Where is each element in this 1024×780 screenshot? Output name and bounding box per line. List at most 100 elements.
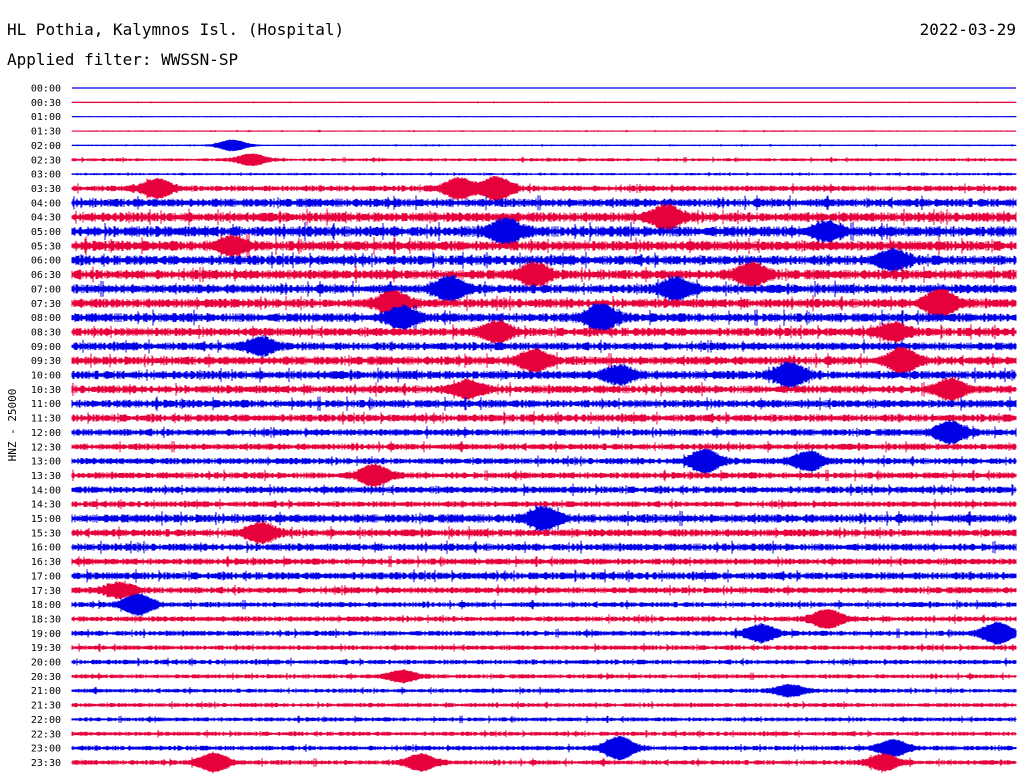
row-time-label: 09:00 [31,342,61,353]
seismic-trace [71,203,1017,231]
row-time-label: 02:30 [31,155,61,166]
row-time-label: 07:30 [31,299,61,310]
seismic-trace [71,420,1017,445]
seismic-trace [71,87,1017,89]
seismic-trace [71,609,1017,629]
row-time-label: 10:00 [31,371,61,382]
row-time-label: 07:00 [31,284,61,295]
row-time-label: 05:00 [31,227,61,238]
seismic-trace [71,504,1017,533]
row-time-label: 18:00 [31,600,61,611]
seismic-trace [71,396,1017,411]
row-time-label: 23:30 [31,758,61,769]
row-time-label: 11:30 [31,414,61,425]
row-time-label: 17:30 [31,586,61,597]
seismic-trace [71,448,1017,474]
seismic-trace [71,129,1017,133]
row-time-label: 03:00 [31,170,61,181]
row-time-label: 16:30 [31,557,61,568]
seismic-trace [71,441,1017,453]
seismic-trace [71,289,1017,318]
row-time-label: 13:30 [31,471,61,482]
seismic-trace [71,335,1017,358]
seismic-trace [71,701,1017,709]
row-time-label: 08:00 [31,313,61,324]
seismic-trace [71,153,1017,166]
seismic-trace [71,375,1017,404]
seismic-trace [71,217,1017,246]
row-time-label: 16:00 [31,543,61,554]
row-time-label: 13:00 [31,457,61,468]
row-time-label: 22:30 [31,729,61,740]
seismic-trace [71,411,1017,425]
row-time-label: 04:30 [31,213,61,224]
row-time-label: 06:00 [31,256,61,267]
seismic-trace [71,498,1017,510]
seismic-trace [71,592,1017,617]
row-time-label: 01:30 [31,127,61,138]
row-time-label: 04:00 [31,198,61,209]
seismic-trace [71,171,1017,177]
row-time-label: 01:00 [31,112,61,123]
seismic-trace [71,247,1017,273]
seismic-trace [71,735,1017,761]
row-time-label: 15:00 [31,514,61,525]
seismic-trace [71,580,1017,600]
seismic-trace [71,346,1017,375]
seismic-trace [71,751,1017,774]
seismic-trace [71,303,1017,332]
seismic-trace [71,555,1017,568]
row-time-label: 21:30 [31,701,61,712]
row-time-label: 20:30 [31,672,61,683]
seismic-trace [71,260,1017,289]
seismic-trace [71,669,1017,684]
row-time-label: 19:30 [31,643,61,654]
row-time-label: 12:30 [31,442,61,453]
y-axis-label: HNZ - 25000 [6,389,19,462]
seismic-trace [71,715,1017,724]
seismic-trace [71,569,1017,583]
row-time-label: 22:00 [31,715,61,726]
row-time-label: 08:30 [31,327,61,338]
seismic-trace [71,657,1017,667]
seismic-trace [71,274,1017,303]
record-date: 2022-03-29 [919,20,1016,39]
seismic-trace [71,317,1017,346]
row-time-label: 18:30 [31,614,61,625]
seismic-trace [71,101,1017,104]
row-time-label: 12:00 [31,428,61,439]
seismic-trace [71,621,1017,645]
row-time-label: 17:00 [31,571,61,582]
filter-label: Applied filter: WWSSN-SP [7,50,239,69]
row-time-label: 14:30 [31,500,61,511]
seismic-trace [71,729,1017,738]
seismic-trace [71,643,1017,652]
row-time-label: 00:00 [31,84,61,95]
seismic-trace [71,540,1017,554]
seismic-trace [71,361,1017,389]
row-time-label: 10:30 [31,385,61,396]
row-time-label: 02:00 [31,141,61,152]
row-time-label: 23:00 [31,744,61,755]
row-time-label: 15:30 [31,528,61,539]
row-time-label: 06:30 [31,270,61,281]
seismic-trace [71,175,1017,201]
row-time-label: 11:00 [31,399,61,410]
seismic-trace [71,139,1017,152]
row-time-label: 03:30 [31,184,61,195]
seismic-trace [71,463,1017,488]
row-time-label: 20:00 [31,658,61,669]
row-time-label: 14:00 [31,485,61,496]
row-time-label: 09:30 [31,356,61,367]
seismic-trace [71,233,1017,258]
row-time-label: 19:00 [31,629,61,640]
seismic-trace [71,115,1017,118]
seismic-trace [71,195,1017,211]
seismic-trace [71,683,1017,698]
station-title: HL Pothia, Kalymnos Isl. (Hospital) [7,20,345,39]
row-time-label: 00:30 [31,98,61,109]
seismic-trace [71,521,1017,545]
row-time-label: 05:30 [31,241,61,252]
seismic-trace [71,483,1017,497]
